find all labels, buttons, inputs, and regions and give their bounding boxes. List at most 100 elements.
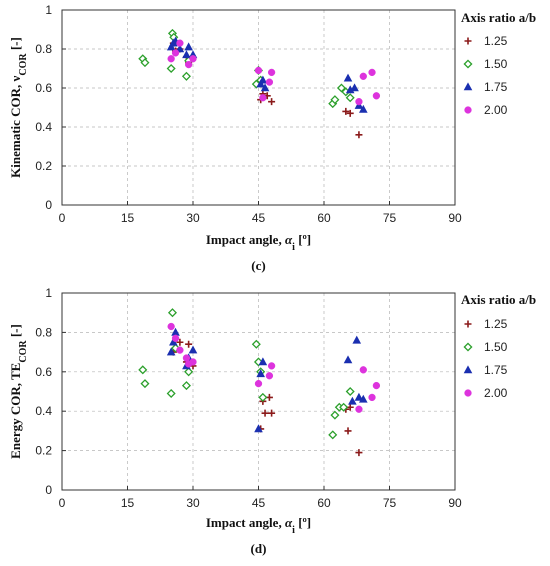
data-point bbox=[181, 71, 191, 81]
x-tick-label: 90 bbox=[448, 211, 462, 225]
legend-marker bbox=[464, 106, 472, 114]
data-point bbox=[171, 334, 180, 342]
data-point bbox=[259, 94, 267, 102]
legend-label: 1.75 bbox=[484, 363, 508, 377]
data-point bbox=[339, 402, 349, 412]
series-2_00 bbox=[167, 39, 381, 106]
legend-marker bbox=[463, 342, 473, 352]
data-point bbox=[268, 409, 276, 417]
data-point bbox=[176, 338, 184, 346]
legend-title: Axis ratio a/b bbox=[461, 292, 536, 307]
data-point bbox=[343, 355, 353, 364]
data-point bbox=[358, 394, 368, 403]
legend-label: 1.25 bbox=[484, 317, 508, 331]
legend-label: 1.25 bbox=[484, 34, 508, 48]
y-tick-label: 0.2 bbox=[35, 159, 52, 173]
data-point bbox=[368, 68, 376, 77]
x-tick-label: 30 bbox=[186, 211, 200, 225]
x-tick-label: 15 bbox=[121, 496, 135, 510]
panel-label: (d) bbox=[251, 541, 267, 556]
data-point bbox=[346, 109, 354, 117]
x-tick-label: 30 bbox=[186, 496, 200, 510]
data-point bbox=[330, 95, 340, 105]
y-tick-label: 0 bbox=[45, 483, 52, 497]
data-point bbox=[167, 308, 177, 318]
data-point bbox=[265, 372, 274, 380]
data-point bbox=[258, 357, 268, 366]
data-point bbox=[256, 79, 265, 88]
legend-label: 2.00 bbox=[484, 103, 508, 117]
data-point bbox=[140, 58, 150, 68]
panel-label: (c) bbox=[251, 258, 265, 273]
data-point bbox=[166, 347, 176, 356]
x-tick-label: 90 bbox=[448, 496, 462, 510]
data-point bbox=[372, 92, 381, 100]
data-point bbox=[355, 98, 363, 106]
data-point bbox=[354, 392, 364, 401]
data-point bbox=[256, 369, 265, 378]
data-point bbox=[368, 393, 376, 402]
series-1_50 bbox=[138, 28, 355, 109]
data-point bbox=[176, 39, 184, 47]
data-point bbox=[184, 60, 193, 69]
legend-marker bbox=[463, 365, 473, 374]
data-point bbox=[348, 396, 357, 405]
data-point bbox=[344, 427, 352, 435]
x-tick-label: 0 bbox=[59, 211, 66, 225]
data-point bbox=[189, 55, 197, 63]
y-tick-label: 0.8 bbox=[35, 42, 52, 56]
data-point bbox=[355, 449, 363, 457]
x-tick-label: 0 bbox=[59, 496, 66, 510]
data-point bbox=[171, 49, 180, 57]
data-point bbox=[359, 366, 367, 374]
x-tick-label: 60 bbox=[317, 211, 331, 225]
x-axis-label: Impact angle, αi [º] bbox=[206, 232, 311, 253]
y-axis-label: Energy COR, TECOR [-] bbox=[8, 324, 29, 459]
data-point bbox=[261, 409, 269, 417]
data-point bbox=[343, 73, 353, 82]
legend-marker bbox=[463, 59, 473, 69]
data-point bbox=[167, 322, 175, 331]
series-1_50 bbox=[138, 308, 355, 440]
legend-marker bbox=[464, 37, 472, 45]
y-tick-label: 1 bbox=[45, 3, 52, 17]
legend-title: Axis ratio a/b bbox=[461, 10, 536, 25]
data-point bbox=[251, 79, 261, 89]
data-point bbox=[352, 335, 362, 344]
chart-panel-2: 0 15 30 45 60 75 90 0 0.2 0.4 0.6 0.8 1 Impact angle,… bbox=[8, 286, 536, 556]
data-point bbox=[166, 388, 176, 398]
chart-panel-1: 0 15 30 45 60 75 90 0 0.2 0.4 0.6 0.8 1 Impact angle,… bbox=[8, 3, 536, 273]
data-point bbox=[181, 381, 191, 391]
data-point bbox=[138, 365, 148, 375]
data-point bbox=[254, 379, 263, 388]
data-point bbox=[254, 424, 263, 433]
data-point bbox=[167, 55, 175, 63]
data-point bbox=[254, 66, 263, 75]
y-tick-label: 0.6 bbox=[35, 365, 52, 379]
data-point bbox=[185, 340, 193, 348]
y-tick-label: 0.4 bbox=[35, 404, 52, 418]
data-point bbox=[258, 392, 268, 402]
y-tick-label: 1 bbox=[45, 286, 52, 300]
data-point bbox=[140, 379, 150, 389]
y-axis-label: Kinematic COR, νCOR [-] bbox=[8, 37, 29, 178]
data-point bbox=[166, 63, 176, 74]
data-point bbox=[265, 78, 274, 86]
data-point bbox=[355, 405, 363, 413]
data-point bbox=[189, 358, 197, 366]
data-point bbox=[358, 104, 368, 113]
data-point bbox=[345, 93, 355, 103]
data-point bbox=[184, 42, 193, 51]
y-tick-label: 0.6 bbox=[35, 81, 52, 95]
data-point bbox=[359, 72, 367, 80]
x-tick-label: 15 bbox=[121, 211, 135, 225]
legend-marker bbox=[464, 389, 472, 397]
data-point bbox=[260, 83, 270, 92]
data-point bbox=[176, 346, 184, 354]
data-point bbox=[372, 381, 381, 390]
x-tick-label: 75 bbox=[383, 496, 397, 510]
series-2_00 bbox=[167, 322, 381, 413]
data-point bbox=[184, 367, 194, 377]
y-tick-label: 0.8 bbox=[35, 325, 52, 339]
data-point bbox=[345, 386, 355, 397]
